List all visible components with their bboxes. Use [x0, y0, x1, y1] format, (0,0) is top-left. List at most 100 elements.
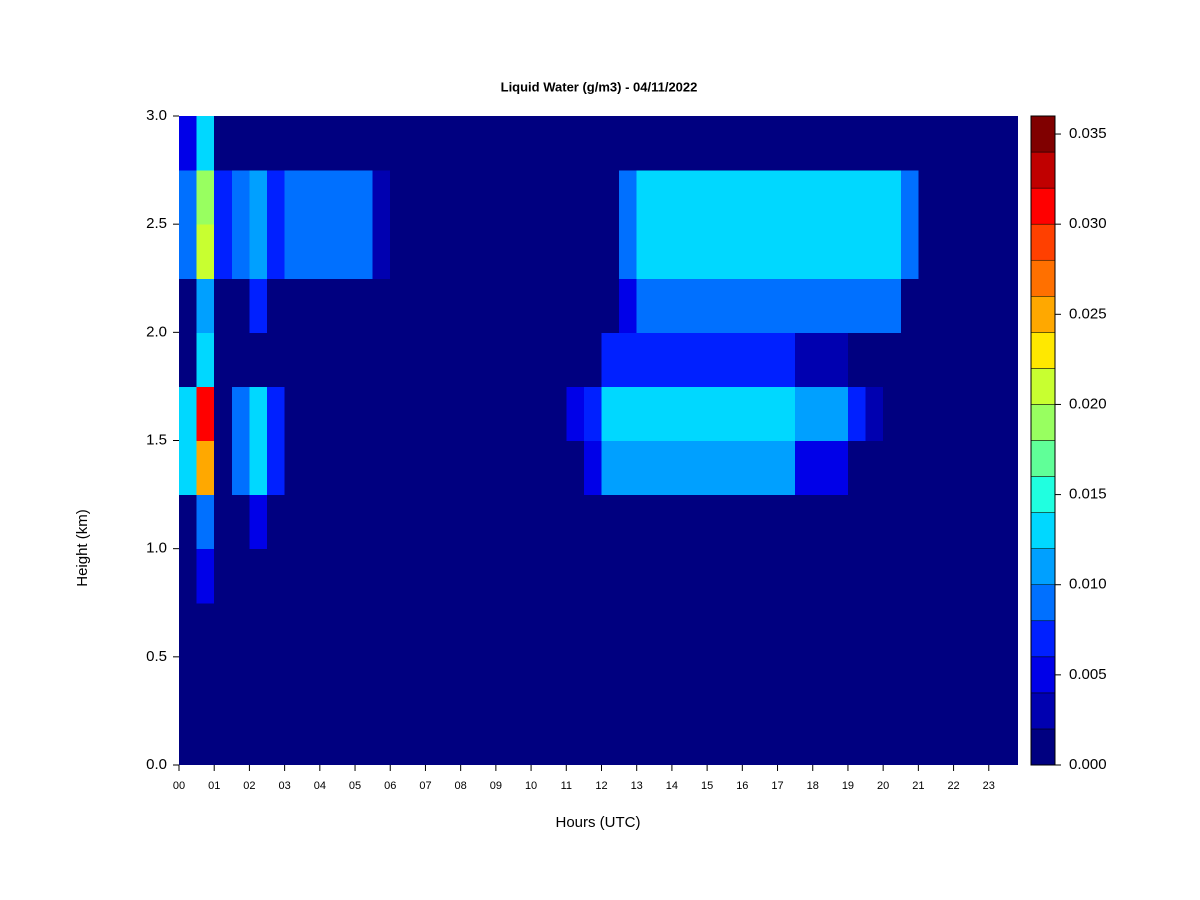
heatmap-cell — [284, 656, 303, 712]
heatmap-cell — [742, 224, 761, 279]
heatmap-cell — [636, 278, 655, 333]
heatmap-cell — [759, 710, 779, 765]
heatmap-cell — [495, 170, 514, 225]
colorbar-tick-label: 0.010 — [1069, 576, 1107, 593]
heatmap-cell — [883, 224, 902, 279]
heatmap-cell — [495, 116, 514, 171]
y-tick-label: 1.0 — [146, 540, 167, 557]
heatmap-cell — [179, 548, 198, 604]
heatmap-cell — [847, 602, 867, 658]
heatmap-cell — [724, 440, 743, 496]
heatmap-cell — [355, 116, 374, 171]
colorbar-box — [1030, 223, 1056, 261]
heatmap-cell — [460, 548, 479, 604]
heatmap-cell — [302, 170, 321, 225]
heatmap-cell — [918, 494, 937, 550]
heatmap-cell — [214, 386, 233, 441]
heatmap-cell — [513, 224, 532, 279]
heatmap-cell — [900, 116, 919, 171]
heatmap-cell — [830, 224, 849, 279]
colorbar-box — [1030, 368, 1056, 405]
heatmap-cell — [231, 332, 250, 387]
heatmap-cell — [249, 332, 268, 387]
heatmap-cell — [601, 548, 620, 604]
heatmap-cell — [319, 170, 338, 225]
heatmap-cell — [407, 710, 426, 765]
heatmap-cell — [971, 494, 990, 550]
heatmap-cell — [777, 710, 796, 765]
heatmap-cell — [179, 170, 198, 225]
heatmap-cell — [953, 116, 972, 171]
colorbar-box — [1030, 151, 1056, 189]
heatmap-cell — [390, 386, 409, 441]
heatmap-cell — [759, 386, 779, 441]
heatmap-cell — [953, 602, 972, 658]
x-tick-label: 13 — [631, 780, 643, 792]
heatmap-cell — [478, 602, 497, 658]
heatmap-cell — [284, 602, 303, 658]
heatmap-cell — [935, 656, 955, 712]
heatmap-cell — [830, 440, 849, 496]
heatmap-cell — [971, 170, 990, 225]
heatmap-cell — [249, 170, 268, 225]
heatmap-cell — [319, 332, 338, 387]
heatmap-cell — [231, 278, 250, 333]
heatmap-cell — [953, 548, 972, 604]
heatmap-cell — [443, 332, 462, 387]
heatmap-cell — [1006, 116, 1018, 171]
heatmap-cell — [935, 710, 955, 765]
heatmap-cell — [935, 440, 955, 496]
heatmap-cell — [971, 116, 990, 171]
heatmap-cell — [583, 602, 602, 658]
heatmap-cell — [689, 116, 708, 171]
heatmap-cell — [231, 710, 250, 765]
heatmap-cell — [935, 548, 955, 604]
heatmap-cell — [214, 494, 233, 550]
heatmap-cell — [495, 494, 514, 550]
heatmap-cell — [460, 602, 479, 658]
heatmap-cell — [847, 386, 867, 441]
heatmap-cell — [671, 494, 691, 550]
heatmap-cell — [372, 548, 391, 604]
heatmap-cell — [865, 386, 884, 441]
colorbar-box — [1030, 512, 1056, 549]
heatmap-cell — [619, 386, 638, 441]
heatmap-cell — [566, 548, 585, 604]
heatmap-cell — [847, 548, 867, 604]
heatmap-cell — [671, 656, 691, 712]
heatmap-cell — [759, 494, 779, 550]
heatmap-cell — [830, 278, 849, 333]
heatmap-cell — [566, 440, 585, 496]
heatmap-cell — [531, 602, 550, 658]
heatmap-cell — [830, 710, 849, 765]
heatmap-cell — [179, 440, 198, 496]
heatmap-cell — [865, 278, 884, 333]
heatmap-cell — [654, 116, 673, 171]
heatmap-cell — [865, 494, 884, 550]
heatmap-cell — [267, 440, 286, 496]
heatmap-cell — [847, 116, 867, 171]
heatmap-cell — [953, 332, 972, 387]
heatmap-cell — [865, 710, 884, 765]
heatmap-cell — [971, 602, 990, 658]
heatmap-cell — [196, 602, 215, 658]
heatmap-cell — [548, 278, 567, 333]
heatmap-cell — [1006, 224, 1018, 279]
heatmap-cell — [1006, 602, 1018, 658]
heatmap-cell — [249, 386, 268, 441]
heatmap-cell — [425, 440, 444, 496]
heatmap-cell — [478, 386, 497, 441]
heatmap-cell — [407, 386, 426, 441]
heatmap-cell — [918, 116, 937, 171]
heatmap-cell — [372, 386, 391, 441]
heatmap-cell — [319, 710, 338, 765]
heatmap-cell — [759, 116, 779, 171]
heatmap-cell — [935, 116, 955, 171]
heatmap-cell — [460, 170, 479, 225]
heatmap-cell — [267, 548, 286, 604]
heatmap-cell — [478, 440, 497, 496]
heatmap-cell — [443, 494, 462, 550]
heatmap-cell — [742, 170, 761, 225]
heatmap-cell — [495, 548, 514, 604]
